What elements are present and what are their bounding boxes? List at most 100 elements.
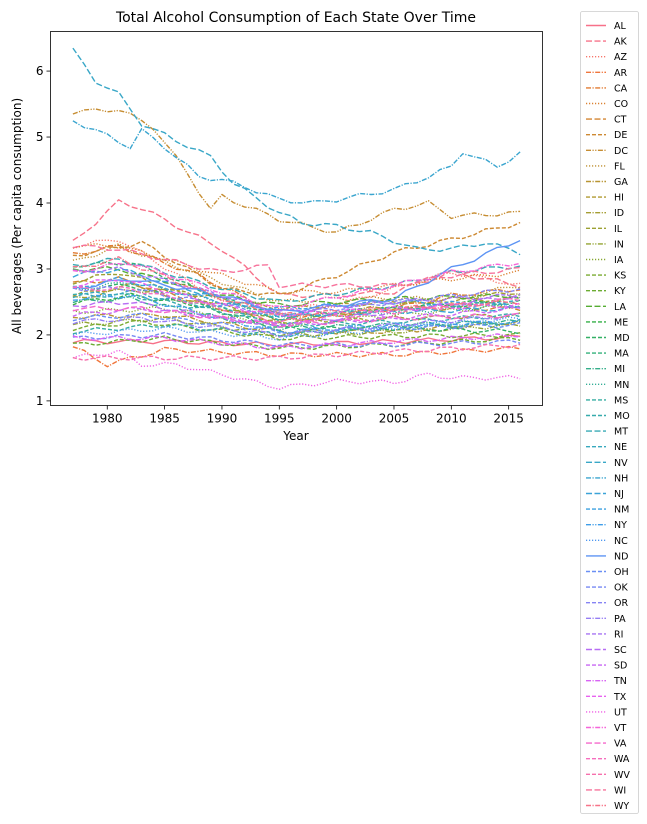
legend-label-mn: MN xyxy=(614,380,629,391)
y-tick-label: 6 xyxy=(36,64,44,78)
legend-label-ms: MS xyxy=(614,395,628,406)
legend-label-md: MD xyxy=(614,333,630,344)
x-axis: 1980 1985 1990 1995 2000 2005 2010 2015 xyxy=(92,405,524,426)
series-line-az xyxy=(72,239,521,311)
series-line-dc xyxy=(72,108,521,234)
legend-label-hi: HI xyxy=(614,193,624,204)
y-tick-label: 3 xyxy=(36,262,44,276)
series-line-ar xyxy=(72,345,521,368)
legend-label-wi: WI xyxy=(614,785,626,796)
x-tick-label: 1990 xyxy=(207,412,238,426)
y-tick-label: 4 xyxy=(36,196,44,210)
legend-label-va: VA xyxy=(614,739,627,750)
series-line-vt xyxy=(72,262,521,308)
series-line-ky xyxy=(72,335,521,351)
series-line-il xyxy=(72,273,521,325)
legend-label-nd: ND xyxy=(614,551,628,562)
series-line-ak xyxy=(72,199,521,299)
legend-label-ga: GA xyxy=(614,177,628,188)
series-line-nj xyxy=(72,268,521,319)
series-line-me xyxy=(72,292,521,322)
x-tick-label: 2005 xyxy=(379,412,410,426)
series-line-ms xyxy=(72,318,521,337)
series-line-tn xyxy=(72,333,521,350)
legend-label-mt: MT xyxy=(614,427,628,438)
series-line-ga xyxy=(72,312,521,335)
legend-label-wa: WA xyxy=(614,754,630,765)
legend-label-ia: IA xyxy=(614,255,624,266)
legend-label-sc: SC xyxy=(614,645,627,656)
legend-label-tn: TN xyxy=(613,676,627,687)
y-tick-label: 1 xyxy=(36,394,44,408)
legend-label-sd: SD xyxy=(614,661,627,672)
chart-title: Total Alcohol Consumption of Each State … xyxy=(115,10,476,26)
plot-frame xyxy=(50,31,543,406)
series-line-wi xyxy=(72,244,521,289)
legend: AL AK AZ AR CA CO CT DE DC FL GA HI ID IL IN IA KS KY LA ME… xyxy=(580,11,639,814)
legend-label-dc: DC xyxy=(614,146,628,157)
legend-label-ut: UT xyxy=(614,707,627,718)
legend-label-la: LA xyxy=(614,302,627,313)
legend-label-il: IL xyxy=(614,224,623,235)
series-line-ok xyxy=(72,331,521,348)
legend-label-nc: NC xyxy=(614,536,628,547)
legend-label-vt: VT xyxy=(614,723,626,734)
series-line-nh xyxy=(72,120,521,204)
series-line-va xyxy=(72,305,521,328)
series-line-ut xyxy=(72,349,521,390)
y-tick-label: 2 xyxy=(36,328,44,342)
legend-label-nv: NV xyxy=(614,458,628,469)
legend-label-az: AZ xyxy=(614,52,627,63)
series-line-sd xyxy=(72,306,521,328)
series-line-ks xyxy=(72,319,521,341)
legend-label-co: CO xyxy=(614,99,628,110)
legend-label-id: ID xyxy=(614,208,624,219)
legend-label-mo: MO xyxy=(614,411,630,422)
series-line-mt xyxy=(72,257,521,302)
legend-label-ok: OK xyxy=(614,583,628,594)
series-line-nd xyxy=(72,239,521,313)
legend-label-ca: CA xyxy=(614,83,628,94)
series-line-md xyxy=(72,283,521,335)
legend-label-nj: NJ xyxy=(614,489,624,500)
legend-label-wy: WY xyxy=(614,801,629,812)
series-line-id xyxy=(72,288,521,322)
series-line-mi xyxy=(72,295,521,332)
series-line-ri xyxy=(72,266,521,312)
legend-label-ri: RI xyxy=(614,629,623,640)
series-line-ny xyxy=(72,294,521,334)
x-tick-label: 2015 xyxy=(493,412,524,426)
legend-frame xyxy=(580,11,639,814)
plot-lines xyxy=(72,47,521,390)
x-tick-label: 1995 xyxy=(264,412,295,426)
legend-label-ak: AK xyxy=(614,37,627,48)
x-tick-label: 2000 xyxy=(321,412,352,426)
legend-label-de: DE xyxy=(614,130,627,141)
legend-label-in: IN xyxy=(614,239,624,250)
series-line-wa xyxy=(72,285,521,323)
x-axis-label: Year xyxy=(282,429,308,443)
series-line-co xyxy=(72,242,521,295)
x-tick-label: 2010 xyxy=(436,412,467,426)
series-line-de xyxy=(72,221,521,296)
series-line-nm xyxy=(72,276,521,310)
legend-label-al: AL xyxy=(614,21,626,32)
legend-label-oh: OH xyxy=(614,567,629,578)
legend-label-me: ME xyxy=(614,317,628,328)
legend-label-mi: MI xyxy=(614,364,625,375)
y-axis: 1 2 3 4 5 6 xyxy=(36,64,51,408)
legend-label-nm: NM xyxy=(614,505,629,516)
y-tick-label: 5 xyxy=(36,130,44,144)
legend-label-ky: KY xyxy=(614,286,626,297)
x-tick-label: 1985 xyxy=(149,412,180,426)
series-line-wv xyxy=(72,343,521,361)
legend-label-ma: MA xyxy=(614,349,629,360)
legend-label-fl: FL xyxy=(614,161,625,172)
legend-label-ks: KS xyxy=(614,271,626,282)
series-line-wy xyxy=(72,256,521,317)
legend-label-ne: NE xyxy=(614,442,627,453)
legend-label-wv: WV xyxy=(614,770,630,781)
series-line-pa xyxy=(72,312,521,338)
series-line-hi xyxy=(72,282,521,312)
